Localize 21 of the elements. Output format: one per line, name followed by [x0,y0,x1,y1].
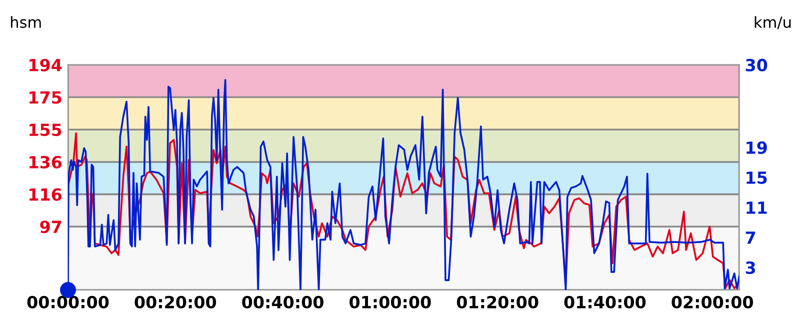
y2-tick-label: 19 [746,141,767,154]
y-tick-label: 155 [30,124,62,136]
x-tick-label: 00:40:00 [242,296,324,308]
y2-tick-label: 30 [746,58,768,72]
y2-tick-label: 15 [746,172,767,184]
x-tick-label: 02:00:00 [672,296,754,308]
y-tick-label: 175 [30,91,62,104]
x-tick-label: 01:40:00 [564,296,646,308]
x-tick-label: 00:20:00 [134,296,216,308]
y2-axis-title: km/u [754,16,791,30]
y-axis-title: hsm [10,16,41,28]
y2-tick-label: 7 [746,232,756,244]
y2-tick-label: 11 [746,202,767,214]
x-tick-label: 01:20:00 [456,296,538,308]
y-tick-label: 136 [30,156,62,168]
y2-tick-label: 3 [746,261,756,274]
x-tick-label: 01:00:00 [350,296,431,308]
y-tick-label: 194 [30,58,62,72]
x-tick-label: 00:00:00 [27,296,109,308]
y-tick-label: 116 [30,188,62,201]
y-tick-label: 97 [40,220,62,234]
